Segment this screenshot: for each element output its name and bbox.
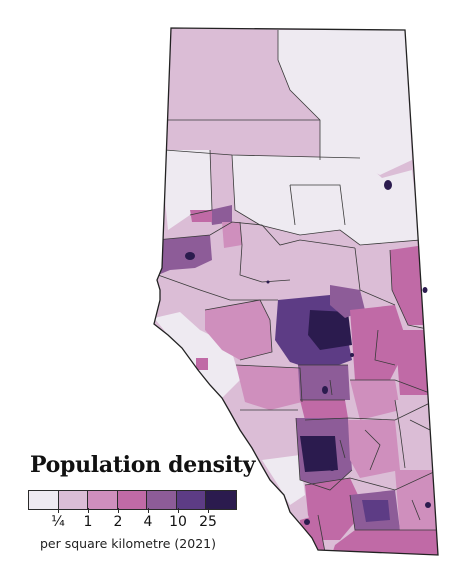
small-town-spot xyxy=(266,280,270,284)
legend-break-label: 2 xyxy=(113,514,123,530)
legend-tick xyxy=(148,508,149,513)
legend-tick xyxy=(178,508,179,513)
legend-tick xyxy=(58,508,59,513)
legend-swatch xyxy=(29,491,59,509)
legend-tick xyxy=(88,508,89,513)
region-yellowhead xyxy=(205,300,272,360)
okotoks-spot xyxy=(329,465,335,471)
legend-swatch xyxy=(58,491,88,509)
region-special-areas xyxy=(395,400,438,470)
pincher-spot xyxy=(304,519,310,525)
region-peace-small xyxy=(190,210,212,222)
region-cypress xyxy=(395,470,438,532)
legend-swatch xyxy=(147,491,177,509)
camrose-spot xyxy=(350,353,354,357)
legend-ticks xyxy=(28,508,240,516)
legend-swatch xyxy=(206,491,236,509)
region-peace-river xyxy=(210,205,232,225)
region-lac-la-biche xyxy=(355,248,392,290)
region-lacombe xyxy=(300,400,348,420)
region-jasper xyxy=(154,312,240,398)
legend-swatch xyxy=(88,491,118,509)
legend-tick xyxy=(208,508,209,513)
province-fill xyxy=(154,28,438,555)
region-hinton xyxy=(196,358,208,370)
legend-color-bar xyxy=(28,490,237,510)
region-east-central xyxy=(350,305,408,380)
municipal-boundaries xyxy=(155,30,438,553)
medicine-hat-spot xyxy=(425,502,431,508)
region-lethbridge-city xyxy=(362,500,390,522)
fort-mcmurray-spot xyxy=(384,180,392,190)
legend-break-labels: ¼ 1 2 4 10 25 xyxy=(28,514,258,534)
region-calgary-city xyxy=(300,436,338,472)
cold-lake-spot xyxy=(422,287,428,293)
legend-break-label: 1 xyxy=(83,514,93,530)
region-lloydminster xyxy=(395,330,435,395)
province-outline xyxy=(153,27,439,556)
urban-areas xyxy=(185,180,431,525)
region-camrose xyxy=(350,380,400,420)
region-wheatland xyxy=(348,420,400,478)
region-north-east xyxy=(278,30,412,175)
legend-swatch xyxy=(176,491,206,509)
region-mountain-view xyxy=(240,410,300,448)
region-peace-south xyxy=(222,222,242,248)
legend-break-label: 10 xyxy=(169,514,187,530)
legend-caption: per square kilometre (2021) xyxy=(40,536,216,551)
legend-title: Population density xyxy=(30,452,256,478)
region-edmonton-city xyxy=(308,310,352,350)
region-wetaskiwin xyxy=(298,365,350,400)
legend-break-label: ¼ xyxy=(51,514,65,530)
region-clearwater xyxy=(236,365,302,410)
legend-swatch xyxy=(117,491,147,509)
red-deer-spot xyxy=(322,386,328,394)
legend-break-label: 4 xyxy=(143,514,153,530)
region-central-north xyxy=(290,185,345,225)
legend-break-label: 25 xyxy=(199,514,217,530)
region-kananaskis xyxy=(262,455,305,505)
region-grande-prairie xyxy=(156,235,212,275)
legend-tick xyxy=(118,508,119,513)
grande-prairie-spot xyxy=(185,252,195,260)
